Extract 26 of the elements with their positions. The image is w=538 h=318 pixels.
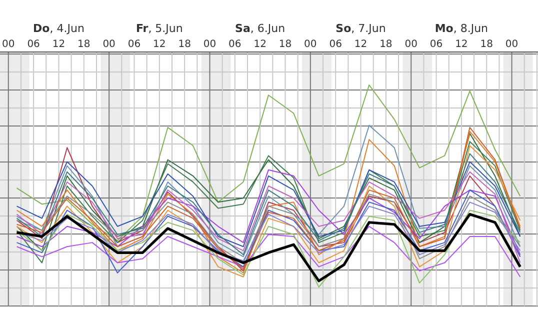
x-tick-label: 00 xyxy=(203,39,216,50)
x-tick-label: 00 xyxy=(404,39,418,50)
x-tick-label: 12 xyxy=(254,39,266,50)
x-tick-label: 00 xyxy=(102,39,116,50)
x-tick-label: 18 xyxy=(178,39,191,50)
x-tick-label: 00 xyxy=(505,39,518,50)
x-tick-label: 06 xyxy=(128,39,141,50)
x-tick-label: 12 xyxy=(52,39,66,50)
x-tick-label: 06 xyxy=(329,39,342,50)
x-tick-label: 06 xyxy=(430,39,443,50)
x2-tick-label: So, 7.Jun xyxy=(336,22,386,35)
x-tick-label: 12 xyxy=(153,39,166,50)
x2-tick-label: Sa, 6.Jun xyxy=(235,22,286,35)
x-tick-label: 12 xyxy=(354,39,368,50)
x-tick-label: 12 xyxy=(455,39,468,50)
x-tick-label: 00 xyxy=(2,39,15,50)
x2-tick-label: Fr, 5.Jun xyxy=(136,22,183,35)
x-tick-label: 00 xyxy=(304,39,317,50)
x-tick-label: 06 xyxy=(27,39,40,50)
x-tick-label: 18 xyxy=(380,39,392,50)
x2-tick-label: Do, 4.Jun xyxy=(33,22,84,35)
x-tick-label: 18 xyxy=(480,39,493,50)
x-tick-label: 18 xyxy=(278,39,292,50)
x-tick-label: 18 xyxy=(78,39,90,50)
x-tick-label: 06 xyxy=(228,39,242,50)
x2-tick-label: Mo, 8.Jun xyxy=(434,22,488,35)
